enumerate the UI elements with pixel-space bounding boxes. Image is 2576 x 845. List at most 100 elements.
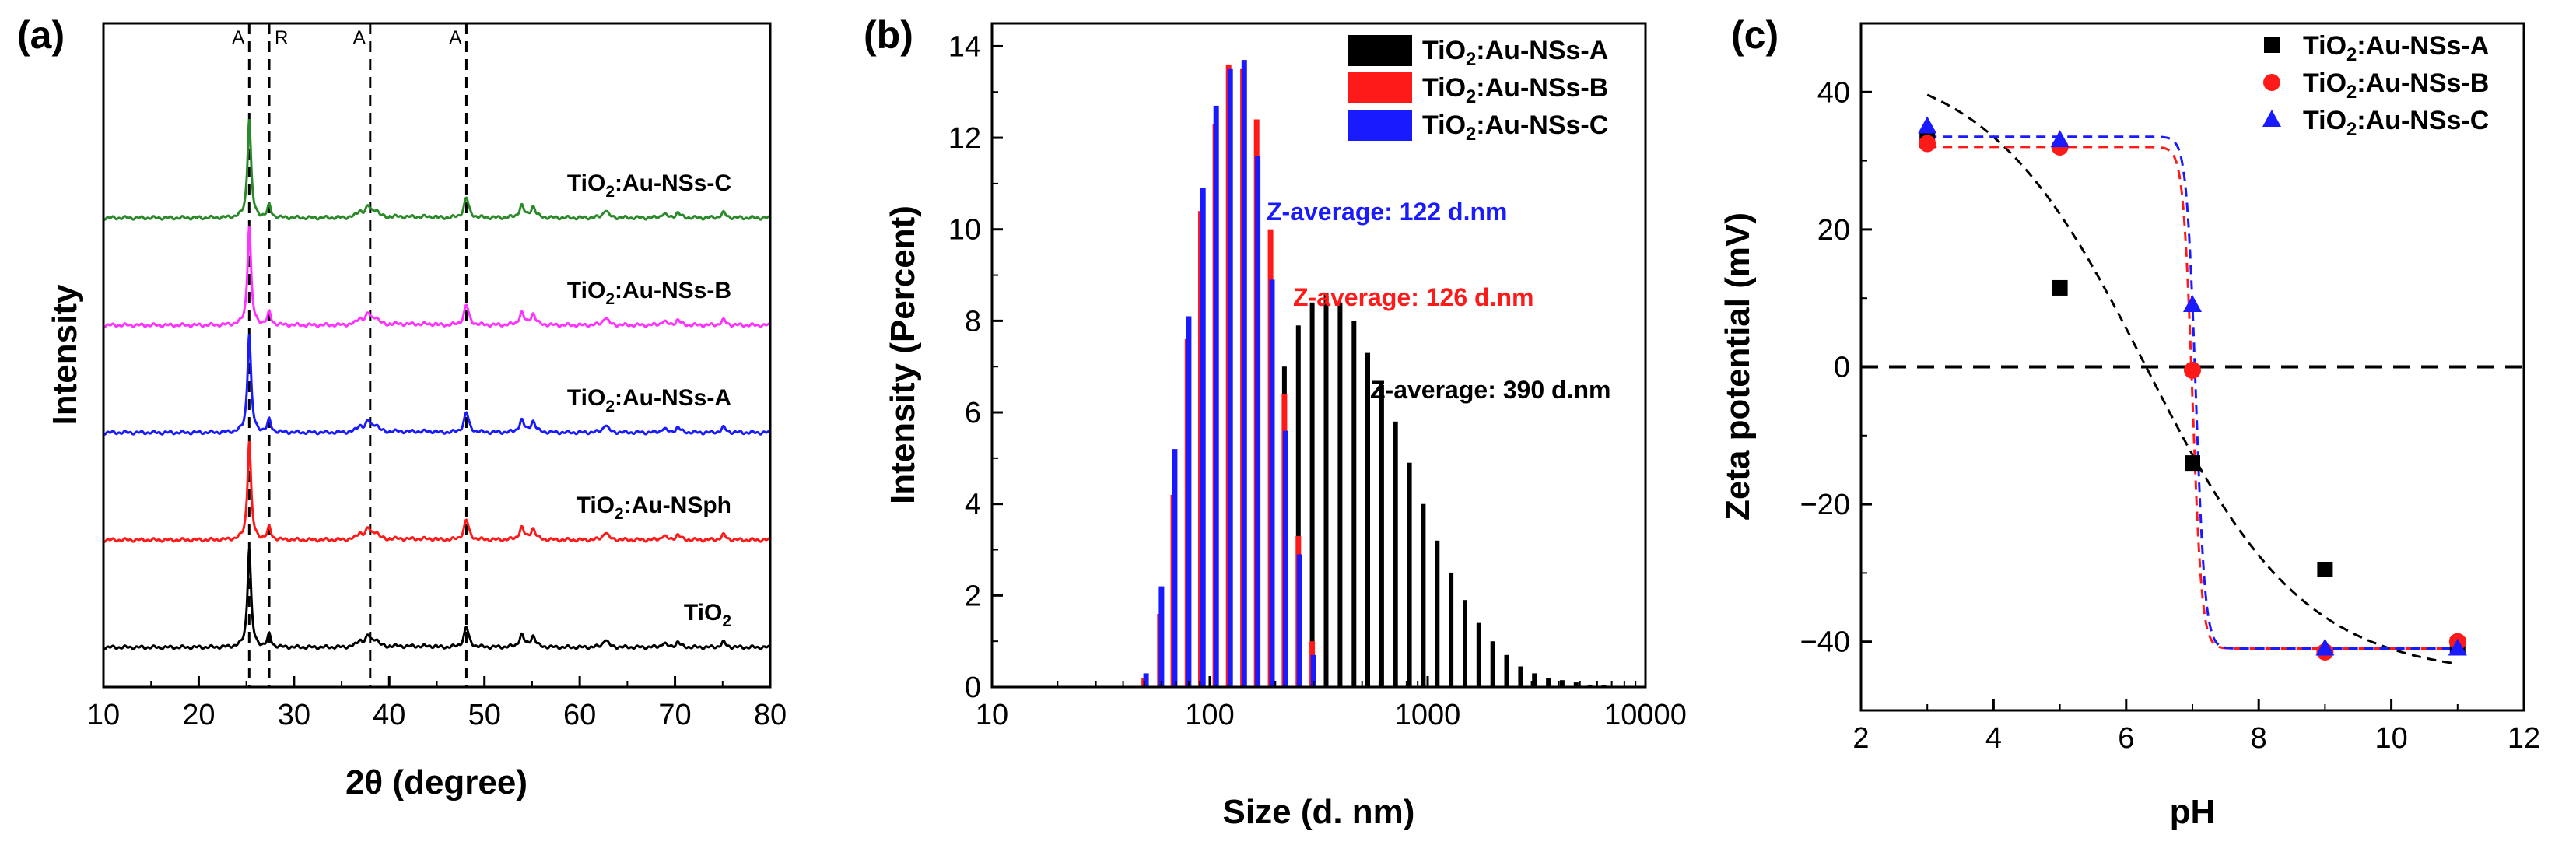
panel-b-size-distribution-chart: (b) 10 100 1000 10000 0 2 4 6 8 10 12 14 TiO2:Au-NS… <box>864 13 1687 831</box>
z-average-annotation-b: Z-average: 126 d.nm <box>1293 283 1533 311</box>
legend-swatch-tio2-au-nss-c <box>1348 110 1412 141</box>
y-tick-label: 14 <box>948 30 981 63</box>
size-bars <box>1141 60 1607 688</box>
plot-frame <box>1859 22 2525 712</box>
x-tick-label: 100 <box>1185 699 1234 731</box>
y-tick-label: 20 <box>1817 214 1850 247</box>
point-tio2-au-nss-c <box>2050 130 2070 148</box>
bar-tio2-au-nss-a <box>1323 293 1329 687</box>
bar-tio2-au-nss-c <box>1255 156 1261 688</box>
x-axis-label: pH <box>2170 793 2216 831</box>
bar-tio2-au-nss-c <box>1213 105 1219 687</box>
y-tick-label: 6 <box>965 397 981 430</box>
bar-tio2-au-nss-a <box>1309 302 1315 687</box>
xrd-line-tio2-au-nss-c <box>102 119 772 221</box>
fit-curve-tio2-au-nss-b <box>1927 146 2458 650</box>
y-tick-label: −20 <box>1800 489 1850 521</box>
bar-tio2-au-nss-c <box>1158 586 1165 687</box>
plot-frame <box>990 22 1647 689</box>
x-tick-label: 4 <box>1985 722 2002 755</box>
xrd-line-tio2-au-nsph <box>102 441 772 543</box>
bar-tio2-au-nss-c <box>1172 449 1178 687</box>
x-axis-label: 2θ (degree) <box>345 763 527 801</box>
bar-tio2-au-nss-a <box>1546 678 1551 687</box>
y-tick-label: 10 <box>948 214 981 247</box>
point-tio2-au-nss-a <box>2052 279 2068 296</box>
legend-label-tio2-au-nss-c: TiO2:Au-NSs-C <box>2303 106 2489 140</box>
bar-tio2-au-nss-c <box>1296 554 1302 687</box>
bar-tio2-au-nss-a <box>1379 384 1384 687</box>
bar-tio2-au-nss-a <box>1295 325 1301 687</box>
x-tick-label: 30 <box>278 699 310 731</box>
bar-tio2-au-nss-a <box>1518 666 1523 687</box>
legend-label-tio2-au-nss-a: TiO2:Au-NSs-A <box>1422 36 1608 70</box>
bar-tio2-au-nss-a <box>1407 462 1412 687</box>
bar-tio2-au-nss-a <box>1504 654 1509 687</box>
y-tick-label: 8 <box>965 305 981 338</box>
y-tick-label: 12 <box>948 122 981 155</box>
series-labels: TiO2:Au-NSs-C TiO2:Au-NSs-B TiO2:Au-NSs-A T… <box>567 170 731 630</box>
bar-tio2-au-nss-c <box>1241 60 1247 688</box>
bar-tio2-au-nss-c <box>1186 316 1192 687</box>
bar-tio2-au-nss-a <box>1463 600 1467 687</box>
x-tick-label: 12 <box>2508 722 2540 755</box>
bar-tio2-au-nss-c <box>1227 68 1233 688</box>
axis-ticks: 10 100 1000 10000 0 2 4 6 8 10 12 14 <box>948 30 1687 731</box>
data-points <box>1918 116 2467 661</box>
legend-swatch-tio2-au-nss-a <box>1348 35 1412 66</box>
y-axis-label: Intensity (Percent) <box>884 205 922 504</box>
fit-curve-tio2-au-nss-a <box>1926 93 2458 665</box>
bar-tio2-au-nss-a <box>1449 572 1454 687</box>
x-tick-label: 10 <box>2374 722 2407 755</box>
bar-tio2-au-nss-a <box>1365 352 1370 687</box>
x-tick-label: 50 <box>468 699 501 731</box>
legend-label-tio2-au-nss-c: TiO2:Au-NSs-C <box>1422 110 1608 145</box>
point-tio2-au-nss-c <box>1918 116 1937 134</box>
legend-label-tio2-au-nss-b: TiO2:Au-NSs-B <box>1422 73 1608 107</box>
legend-marker-tio2-au-nss-c <box>2262 110 2281 127</box>
panel-c-label: (c) <box>1731 13 1779 57</box>
x-axis-ticks: 10 20 30 40 50 60 70 80 <box>87 676 787 731</box>
y-tick-label: 0 <box>1834 352 1850 384</box>
phase-label: A <box>449 27 461 48</box>
axis-ticks: 2 4 6 8 10 12 −40 −20 0 20 40 <box>1800 23 2540 755</box>
point-tio2-au-nss-a <box>2185 455 2200 472</box>
y-axis-label: Zeta potential (mV) <box>1719 212 1757 521</box>
bar-tio2-au-nss-a <box>1559 680 1565 687</box>
phase-label: A <box>232 27 244 48</box>
point-tio2-au-nss-c <box>2183 295 2202 313</box>
bar-tio2-au-nss-a <box>1393 421 1398 687</box>
panel-b-label: (b) <box>864 13 913 57</box>
y-axis-label: Intensity <box>46 284 84 425</box>
xrd-line-tio2 <box>102 549 772 650</box>
xrd-line-tio2-au-nss-b <box>102 226 772 328</box>
bar-tio2-au-nss-a <box>1421 503 1426 687</box>
series-label-tio2-au-nsph: TiO2:Au-NSph <box>577 493 731 523</box>
bar-tio2-au-nss-a <box>1351 321 1357 687</box>
z-average-annotation-c: Z-average: 122 d.nm <box>1267 198 1507 226</box>
xrd-line-tio2-au-nss-a <box>102 334 772 436</box>
point-tio2-au-nss-c <box>2315 638 2335 656</box>
fit-curves <box>1926 93 2458 665</box>
y-tick-label: 2 <box>965 580 981 612</box>
x-tick-label: 10 <box>87 699 120 731</box>
y-tick-label: 40 <box>1817 76 1850 109</box>
y-tick-label: 4 <box>965 489 981 521</box>
phase-label: A <box>353 27 366 48</box>
bar-tio2-au-nss-a <box>1435 540 1440 687</box>
x-tick-label: 40 <box>373 699 405 731</box>
legend-label-tio2-au-nss-a: TiO2:Au-NSs-A <box>2303 31 2489 65</box>
x-tick-label: 6 <box>2118 722 2134 755</box>
x-axis-label: Size (d. nm) <box>1223 793 1415 831</box>
legend-label-tio2-au-nss-b: TiO2:Au-NSs-B <box>2303 68 2489 103</box>
x-tick-label: 60 <box>563 699 596 731</box>
legend-marker-tio2-au-nss-a <box>2264 37 2280 53</box>
z-average-annotation-a: Z-average: 390 d.nm <box>1370 376 1610 404</box>
x-tick-label: 70 <box>658 699 691 731</box>
x-tick-label: 2 <box>1852 722 1869 755</box>
